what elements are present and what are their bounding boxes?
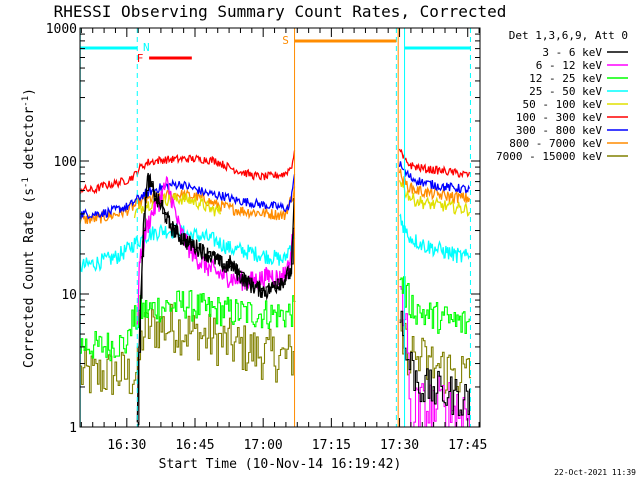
series-olive-7000-15000kev	[80, 303, 295, 395]
series-green-12-25kev	[80, 290, 296, 362]
series-red-100-300kev-late	[398, 148, 471, 179]
legend-label-s300: 300 - 800 keV	[516, 124, 602, 137]
series-green-12-25kev-late	[399, 276, 471, 334]
footer-date: 22-Oct-2021 11:39	[554, 468, 636, 477]
series-yellow-50-100kev	[133, 192, 221, 219]
series-blue-300-800kev	[79, 174, 296, 220]
series-red-100-300kev	[79, 150, 296, 195]
legend-label-s800: 800 - 7000 keV	[509, 137, 602, 150]
x-axis-ticks: 16:30 16:45 17:00 17:15 17:30 17:45	[80, 28, 487, 453]
legend-label-s6: 6 - 12 keV	[536, 59, 603, 72]
series-black-3-6kev-late	[399, 310, 472, 416]
legend-label-s100: 100 - 300 keV	[516, 111, 602, 124]
series-orange-800-7000kev	[79, 186, 296, 224]
legend-label-s25: 25 - 50 keV	[529, 85, 602, 98]
series-orange-800-7000kev-late	[398, 168, 471, 205]
series-cyan-25-50kev	[79, 223, 296, 273]
x-tick-label: 17:30	[380, 438, 419, 453]
chart-title: RHESSI Observing Summary Count Rates, Co…	[54, 2, 507, 21]
legend-label-s50: 50 - 100 keV	[523, 98, 603, 111]
x-tick-label: 17:15	[312, 438, 351, 453]
x-tick-label: 16:30	[107, 438, 146, 453]
y-axis-ticks: 1 10 100 1000	[46, 22, 480, 436]
legend-title: Det 1,3,6,9, Att 0	[509, 29, 628, 42]
plot-content: NF S	[79, 28, 472, 428]
y-tick-label: 1000	[46, 22, 77, 37]
series-blue-300-800kev-late	[398, 161, 471, 194]
legend-label-s12: 12 - 25 keV	[529, 72, 602, 85]
y-tick-label: 100	[54, 155, 77, 170]
annotation-f: F	[137, 52, 144, 65]
series-magenta-6-12kev	[136, 175, 295, 325]
plot-frame	[79, 27, 481, 428]
x-tick-label: 17:45	[448, 438, 487, 453]
annotation-n: N	[143, 41, 150, 54]
x-tick-label: 17:00	[244, 438, 283, 453]
y-tick-label: 1	[69, 421, 77, 436]
annotation-s: S	[282, 34, 289, 47]
series-cyan-25-50kev-late	[399, 213, 471, 264]
y-tick-label: 10	[61, 288, 77, 303]
series-black-3-6kev-low	[137, 180, 295, 426]
x-axis-label: Start Time (10-Nov-14 16:19:42)	[159, 457, 402, 472]
x-tick-label: 16:45	[175, 438, 214, 453]
series-yellow-50-100kev-late	[398, 180, 471, 217]
legend-label-s7000: 7000 - 15000 keV	[496, 150, 602, 163]
legend-label-s3: 3 - 6 keV	[542, 46, 602, 59]
y-axis-label: Corrected Count Rate (s-1 detector-1)	[21, 88, 37, 368]
